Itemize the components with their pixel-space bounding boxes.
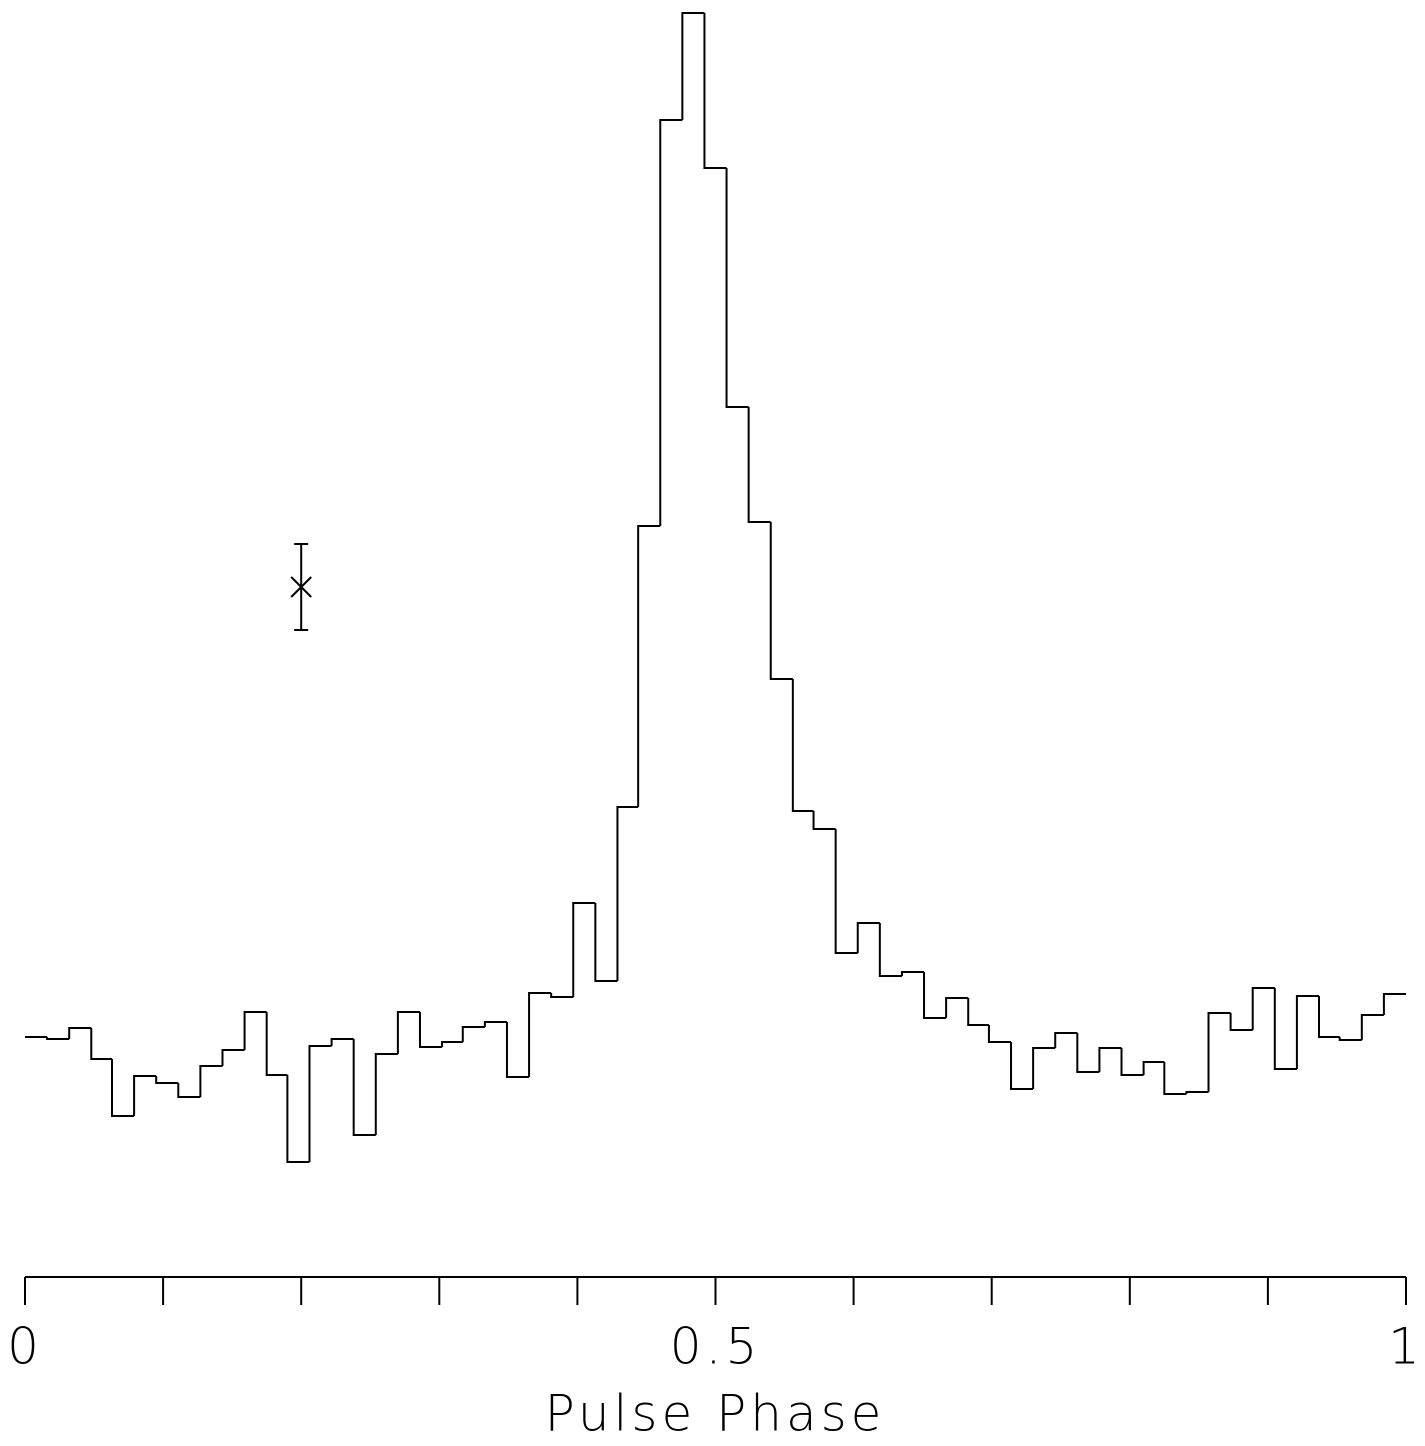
- histogram-step: [1142, 1061, 1165, 1075]
- histogram-step: [791, 679, 814, 812]
- histogram-step: [1163, 1062, 1187, 1095]
- histogram-step: [133, 1075, 157, 1116]
- histogram-step: [1010, 1042, 1034, 1090]
- histogram-step: [878, 923, 902, 977]
- histogram-step: [681, 12, 705, 120]
- histogram-step: [90, 1028, 113, 1060]
- histogram-step: [1098, 1047, 1122, 1072]
- histogram-step: [747, 407, 771, 523]
- histogram-step: [352, 1039, 376, 1136]
- histogram-step: [1295, 995, 1319, 1069]
- histogram-step: [572, 902, 596, 997]
- histogram-step: [441, 1041, 463, 1047]
- histogram-step: [505, 1022, 530, 1078]
- histogram-step: [987, 1025, 1012, 1043]
- x-axis-label: Pulse Phase: [545, 1385, 886, 1443]
- histogram-step: [967, 998, 989, 1026]
- histogram-step: [308, 1045, 332, 1162]
- histogram-step: [111, 1059, 135, 1117]
- histogram-step: [945, 997, 969, 1018]
- histogram-step: [286, 1075, 310, 1163]
- histogram-step: [1338, 1037, 1362, 1041]
- x-tick-label: 0.5: [670, 1318, 762, 1376]
- histogram-step: [199, 1065, 223, 1097]
- error-marker-point: [290, 576, 312, 598]
- histogram-step: [68, 1027, 92, 1039]
- histogram-step: [725, 168, 749, 408]
- histogram-step: [177, 1083, 201, 1098]
- histogram-step: [330, 1038, 354, 1046]
- histogram-step: [418, 1012, 443, 1048]
- histogram-step: [812, 811, 836, 830]
- histogram-step: [1120, 1048, 1144, 1076]
- histogram-step: [374, 1053, 398, 1135]
- histogram-step: [1032, 1047, 1056, 1089]
- histogram-step: [1382, 993, 1406, 1015]
- x-tick-label: 0: [7, 1318, 43, 1376]
- histogram-step: [461, 1026, 485, 1042]
- histogram-step: [483, 1021, 507, 1027]
- histogram-step: [1229, 1013, 1253, 1031]
- histogram-step: [1318, 996, 1340, 1038]
- histogram-step: [1185, 1091, 1209, 1094]
- histogram-step: [834, 829, 858, 954]
- histogram-step: [900, 971, 925, 976]
- histogram-step: [550, 993, 574, 998]
- x-tick-label: 1: [1388, 1318, 1424, 1376]
- histogram-step: [1207, 1012, 1231, 1092]
- histogram-step: [155, 1076, 179, 1084]
- histogram-step: [1054, 1032, 1078, 1048]
- histogram-step: [221, 1049, 245, 1066]
- histogram-step: [528, 992, 552, 1077]
- histogram-step: [923, 972, 947, 1019]
- histogram-step: [1273, 988, 1297, 1070]
- histogram-step: [243, 1011, 267, 1050]
- histogram-step: [659, 119, 683, 526]
- histogram-step: [1360, 1014, 1384, 1040]
- histogram-step: [396, 1011, 420, 1054]
- histogram-step: [1076, 1033, 1100, 1073]
- histogram-step: [769, 522, 793, 680]
- histogram-step: [46, 1037, 70, 1040]
- histogram-step: [703, 13, 727, 169]
- histogram-step: [637, 525, 661, 807]
- histogram-step: [1251, 987, 1275, 1030]
- histogram-step: [616, 806, 639, 981]
- histogram-step: [265, 1012, 288, 1076]
- histogram-step: [594, 903, 618, 982]
- histogram-step: [856, 922, 880, 953]
